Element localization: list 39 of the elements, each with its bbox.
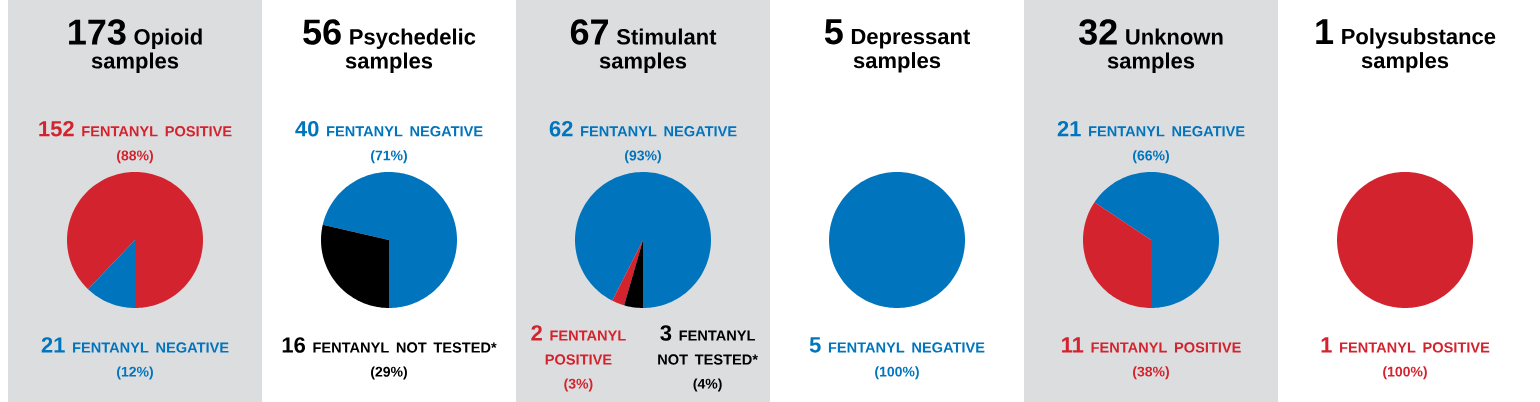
text: (12%) (117, 366, 153, 380)
data-label: 40 (295, 120, 319, 137)
slice-label: FENTANYL NEGATIVE (1089, 126, 1245, 137)
chart-title: 1 (1316, 19, 1334, 45)
slice-label: FENTANYL NEGATIVE (327, 126, 483, 137)
text: (4%) (693, 378, 722, 392)
text: (88%) (117, 150, 153, 164)
data-label: 11 (1062, 337, 1084, 353)
data-label: 5 (809, 337, 821, 353)
chart-title: 5 (824, 19, 843, 45)
data-label: 21 (1057, 120, 1081, 137)
text: (29%) (371, 366, 407, 380)
data-label: 16 (282, 337, 306, 353)
slice-label: FENTANYL NEGATIVE (581, 126, 737, 137)
data-label: 152 (39, 120, 74, 137)
chart-subtitle: Psychedelic samples (345, 28, 476, 73)
slice-label: FENTANYL POSITIVE (1340, 342, 1490, 353)
slice-label: FENTANYL POSITIVE (1091, 342, 1241, 353)
text: (93%) (625, 150, 661, 164)
slice-label: FENTANYL NEGATIVE (73, 342, 229, 353)
slice-label: FENTANYL POSITIVE (82, 126, 232, 137)
text: (71%) (371, 150, 407, 164)
text: (66%) (1133, 150, 1169, 164)
text: (100%) (1383, 366, 1427, 380)
text: (38%) (1133, 366, 1169, 380)
slice-label: FENTANYL NEGATIVE (828, 342, 985, 353)
data-label: 21 (41, 337, 65, 353)
chart-title: 56 (303, 19, 341, 45)
data-label: 3 (660, 325, 672, 341)
text: (100%) (875, 366, 919, 380)
chart-subtitle: Depressant samples (851, 28, 970, 73)
data-label: 62 (549, 120, 573, 137)
slice-label: FENTANYL NOT TESTED* (313, 342, 497, 353)
slice-label: FENTANYL POSITIVE (545, 330, 626, 365)
chart-subtitle: Polysubstance samples (1342, 28, 1496, 73)
data-label: 1 (1321, 337, 1332, 353)
chart-title: 173 (69, 19, 126, 45)
data-label: 2 (531, 325, 542, 341)
text: (3%) (564, 378, 593, 392)
